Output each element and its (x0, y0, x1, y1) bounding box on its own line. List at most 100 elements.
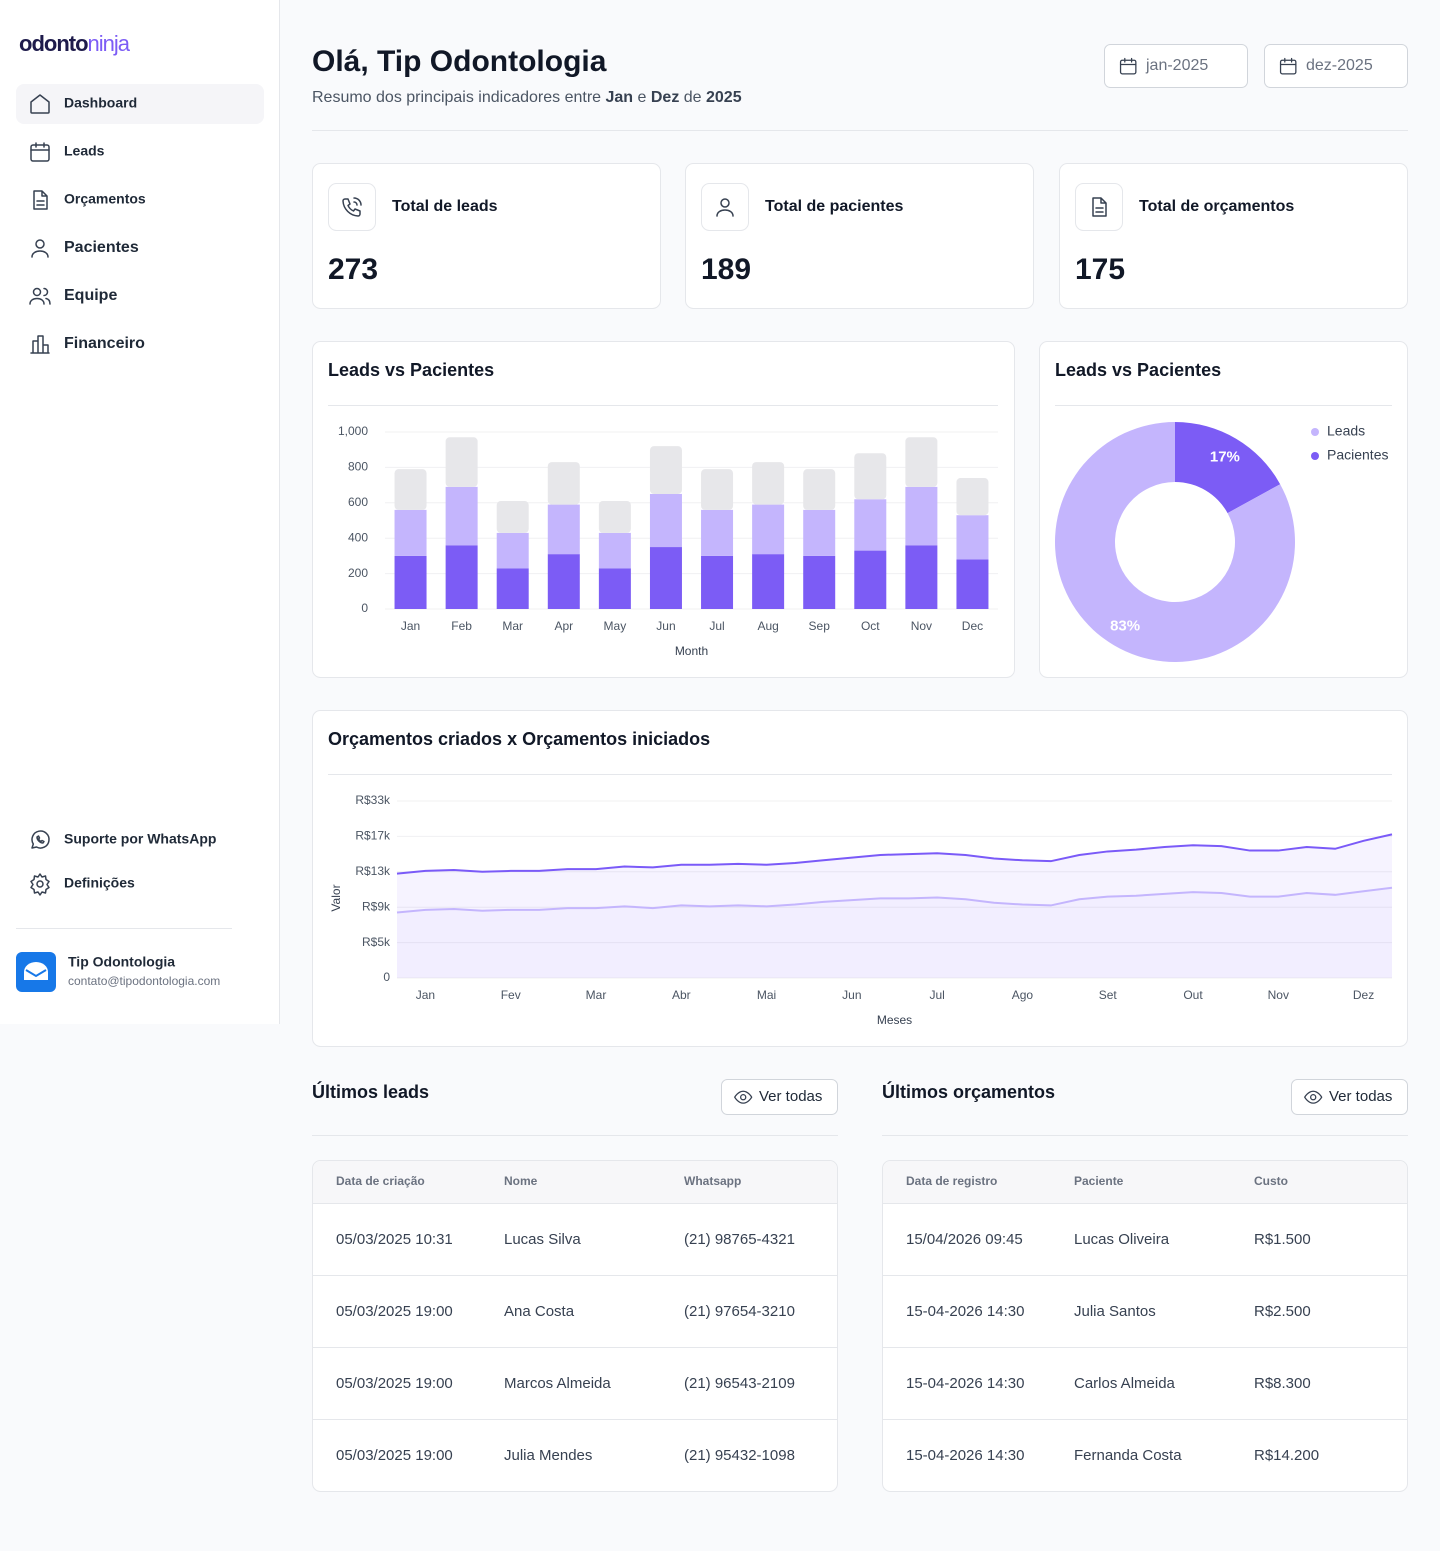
icon-whatsapp (31, 830, 50, 849)
nav-item[interactable]: Financeiro (64, 335, 145, 352)
x-tick-label: Abr (672, 988, 691, 1002)
x-tick-label: Apr (554, 619, 573, 633)
kpi-icon-box (328, 183, 376, 231)
y-tick-label: R$17k (355, 829, 391, 843)
bar-segment (752, 462, 785, 505)
y-tick-label: 400 (348, 530, 368, 544)
nav-item[interactable]: Suporte por WhatsApp (64, 831, 216, 847)
x-tick-label: Oct (861, 619, 880, 633)
legend-label: Pacientes (1327, 447, 1388, 463)
x-tick-label: Mai (757, 988, 776, 1002)
x-tick-label: Jul (709, 619, 724, 633)
table-cell: Ana Costa (504, 1303, 575, 1320)
table-cell: Lucas Oliveira (1074, 1231, 1170, 1248)
section-title: Últimos leads (312, 1081, 429, 1102)
bar-segment (394, 469, 427, 510)
bar-segment (956, 515, 989, 560)
subtitle-part: Jan (605, 89, 633, 106)
bar-segment (496, 568, 529, 609)
icon-users (29, 287, 51, 305)
subtitle-part: Resumo dos principais indicadores entre (312, 89, 605, 106)
pie-slice (1055, 422, 1295, 663)
table-cell: R$2.500 (1254, 1303, 1311, 1320)
kpi-value: 273 (328, 253, 378, 286)
bar-segment (394, 555, 427, 609)
bar-segment (598, 501, 631, 533)
kpi-icon-box (1075, 183, 1123, 231)
avatar-shape (24, 962, 48, 980)
nav-item[interactable]: Equipe (64, 287, 117, 304)
y-tick-label: 200 (348, 566, 368, 580)
bar-segment (496, 501, 529, 533)
table-cell: 05/03/2025 19:00 (336, 1375, 453, 1392)
x-tick-label: Jun (656, 619, 675, 633)
bar-segment (598, 568, 631, 609)
y-tick-label: R$13k (355, 864, 391, 878)
page-subtitle: Resumo dos principais indicadores entre … (312, 89, 742, 106)
nav-item[interactable]: Leads (64, 143, 105, 159)
x-axis-label: Month (675, 644, 708, 658)
bar-segment (547, 504, 580, 555)
legend-swatch (1311, 428, 1319, 436)
x-tick-label: Mar (502, 619, 523, 633)
table-cell: (21) 96543-2109 (684, 1375, 795, 1392)
subtitle-part: Dez (651, 89, 679, 106)
table-header-bg (313, 1161, 837, 1203)
nav-item[interactable]: Dashboard (64, 95, 137, 111)
bar-segment (854, 499, 887, 551)
table-cell: (21) 98765-4321 (684, 1231, 795, 1248)
bar-segment (803, 509, 836, 556)
view-all-button[interactable] (721, 1079, 838, 1115)
kpi-value: 189 (701, 253, 751, 286)
kpi-label: Total de pacientes (765, 198, 904, 215)
x-tick-label: Nov (911, 619, 932, 633)
bar-segment (803, 555, 836, 609)
logo-part: odonto (19, 31, 88, 56)
column-header: Whatsapp (684, 1174, 741, 1188)
table-cell: 15-04-2026 14:30 (906, 1375, 1024, 1392)
bar-segment (905, 545, 938, 609)
table-cell: 15-04-2026 14:30 (906, 1303, 1024, 1320)
bar-segment (547, 554, 580, 609)
button-label: Ver todas (1329, 1088, 1392, 1105)
y-tick-label: R$33k (355, 793, 391, 807)
subtitle-part: e (633, 89, 651, 106)
date-label: jan-2025 (1145, 57, 1208, 74)
view-all-button[interactable] (1291, 1079, 1408, 1115)
bar-segment (445, 486, 478, 546)
user-name: Tip Odontologia (68, 954, 175, 970)
nav-item[interactable]: Orçamentos (64, 191, 146, 207)
area-fill (397, 834, 1392, 978)
button-label: Ver todas (759, 1088, 822, 1105)
icon-home (30, 94, 50, 114)
x-tick-label: Set (1099, 988, 1118, 1002)
date-picker[interactable] (1104, 44, 1248, 88)
kpi-label: Total de orçamentos (1139, 198, 1294, 215)
bar-segment (445, 545, 478, 609)
x-tick-label: Fev (501, 988, 521, 1002)
icon-phone (342, 197, 362, 217)
bar-segment (701, 469, 734, 510)
y-tick-label: R$9k (362, 899, 391, 913)
table (882, 1160, 1408, 1492)
page-title: Olá, Tip Odontologia (312, 45, 607, 78)
date-picker[interactable] (1264, 44, 1408, 88)
nav-item[interactable]: Definições (64, 875, 135, 891)
kpi-card (685, 163, 1034, 309)
table-cell: Julia Mendes (504, 1447, 592, 1464)
bar-segment (854, 550, 887, 609)
icon-eye (734, 1090, 753, 1104)
section-title: Últimos orçamentos (882, 1081, 1055, 1102)
table-cell: Marcos Almeida (504, 1375, 611, 1392)
icon-document (33, 190, 48, 210)
column-header: Data de criação (336, 1174, 425, 1188)
x-tick-label: Jul (929, 988, 944, 1002)
bar-segment (905, 437, 938, 487)
nav-item[interactable]: Pacientes (64, 239, 139, 256)
table (312, 1160, 838, 1492)
kpi-label: Total de leads (392, 198, 498, 215)
x-tick-label: Jan (416, 988, 435, 1002)
column-header: Nome (504, 1174, 538, 1188)
x-tick-label: Feb (451, 619, 472, 633)
